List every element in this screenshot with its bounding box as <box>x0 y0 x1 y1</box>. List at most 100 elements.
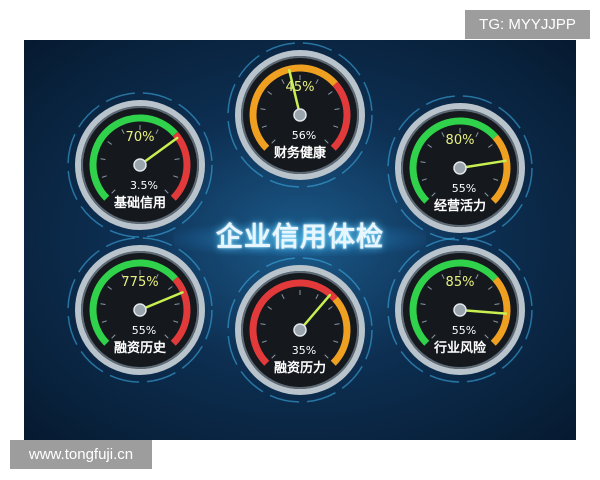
gauge-zone-primary <box>409 117 498 204</box>
gauge-tick <box>328 91 333 95</box>
gauge-tick <box>281 79 285 85</box>
outer-ring <box>227 42 373 188</box>
gauge-tick <box>111 334 116 339</box>
gauge-tick <box>164 189 169 194</box>
gauge-tick <box>100 158 106 161</box>
credit-checkup-illustration: 70% 3.5% 基础信用 45% 56% 财务健康 80% 55% 经营活力 775% 55% 融资… <box>24 40 576 440</box>
gauge-tick <box>493 320 499 323</box>
gauge-label: 行业风险 <box>433 340 487 356</box>
gauge-tick <box>475 132 479 138</box>
gauge-tick <box>484 192 489 197</box>
gauge-2: 45% 56% 财务健康 <box>227 42 373 188</box>
gauge-tick <box>281 294 285 300</box>
gauge-tick <box>121 274 125 280</box>
gauge-tick <box>324 139 329 144</box>
gauge-tick <box>271 354 276 359</box>
gauge-bottom-value: 56% <box>292 129 316 142</box>
gauge-needle <box>288 69 302 117</box>
gauge-inner-rim <box>81 106 199 224</box>
gauge-tick <box>164 334 169 339</box>
watermark-tg: TG: MYYJJPP <box>465 10 590 39</box>
gauge-tick <box>107 286 112 290</box>
gauge-zone-primary <box>409 259 498 346</box>
gauge-top-value: 45% <box>286 80 315 95</box>
gauge-bottom-value: 55% <box>452 324 476 337</box>
gauge-bottom-value: 35% <box>292 344 316 357</box>
gauge-tick <box>421 178 427 181</box>
gauge-tick <box>174 303 180 306</box>
needle-hub <box>453 303 467 317</box>
gauge-tick <box>431 192 436 197</box>
gauge-needle <box>298 293 332 332</box>
gauge-label: 基础信用 <box>113 195 166 211</box>
gauge-bottom-value: 3.5% <box>130 179 158 192</box>
gauge-label: 财务健康 <box>274 145 327 161</box>
gauge-tick <box>315 79 319 85</box>
gauge-zone-primary <box>89 114 178 201</box>
gauge-inner-rim <box>81 251 199 369</box>
gauge-tick <box>101 175 107 178</box>
title-glow <box>174 222 426 256</box>
gauge-4: 775% 55% 融资历史 <box>67 237 213 383</box>
gauge-tick <box>315 294 319 300</box>
gauge-tick <box>155 274 159 280</box>
gauge-zone-secondary <box>170 131 191 201</box>
outer-ring <box>227 257 373 403</box>
gauge-zone-secondary <box>490 276 511 346</box>
gauge-tick <box>107 141 112 145</box>
gauge-tick <box>427 286 432 290</box>
gauge-top-value: 85% <box>446 275 475 290</box>
gauge-tick <box>421 320 427 323</box>
gauge-needle <box>138 291 184 312</box>
gauge-tick <box>441 274 445 280</box>
gauge-zone-secondary <box>330 296 351 366</box>
needle-hub <box>133 158 147 172</box>
gauge-tick <box>420 303 426 306</box>
gauge-tick <box>334 323 340 326</box>
gauge-tick <box>267 306 272 310</box>
gauge-top-value: 70% <box>126 130 155 145</box>
gauge-tick <box>333 125 339 128</box>
gauge-tick <box>174 158 180 161</box>
gauge-tick <box>173 175 179 178</box>
gauge-tick <box>493 178 499 181</box>
needle-hub <box>133 303 147 317</box>
gauge-tick <box>484 334 489 339</box>
gauge-tick <box>334 108 340 111</box>
gauge-tick <box>267 91 272 95</box>
gauge-needle <box>458 308 508 315</box>
outer-ring <box>387 237 533 383</box>
gauge-tick <box>111 189 116 194</box>
gauge-zone-secondary <box>490 134 511 204</box>
gauge-top-value: 80% <box>446 133 475 148</box>
gauge-label: 经营活力 <box>434 198 486 214</box>
needle-hub <box>293 108 307 122</box>
gauge-zone-primary <box>249 64 338 151</box>
gauge-zone-primary <box>89 259 178 346</box>
gauge-tick <box>420 161 426 164</box>
gauge-inner-rim <box>241 56 359 174</box>
gauge-bottom-value: 55% <box>452 182 476 195</box>
gauge-tick <box>271 139 276 144</box>
outer-ring <box>67 237 213 383</box>
gauge-zone-secondary <box>170 276 191 346</box>
gauge-top-value: 775% <box>121 275 158 290</box>
gauge-bottom-value: 55% <box>132 324 156 337</box>
gauge-tick <box>324 354 329 359</box>
gauge-tick <box>260 323 266 326</box>
gauge-inner-rim <box>401 109 519 227</box>
outer-ring <box>67 92 213 238</box>
gauge-tick <box>494 303 500 306</box>
main-title: 企业信用体检 <box>216 222 384 253</box>
gauge-tick <box>333 340 339 343</box>
needle-hub <box>293 323 307 337</box>
gauge-tick <box>173 320 179 323</box>
gauge-label: 融资历力 <box>274 360 326 376</box>
outer-ring <box>387 95 533 241</box>
gauge-tick <box>441 132 445 138</box>
gauge-tick <box>168 286 173 290</box>
gauge-tick <box>261 125 267 128</box>
gauge-label: 融资历史 <box>114 340 167 356</box>
gauge-tick <box>260 108 266 111</box>
gauge-5: 35% 融资历力 <box>227 257 373 403</box>
